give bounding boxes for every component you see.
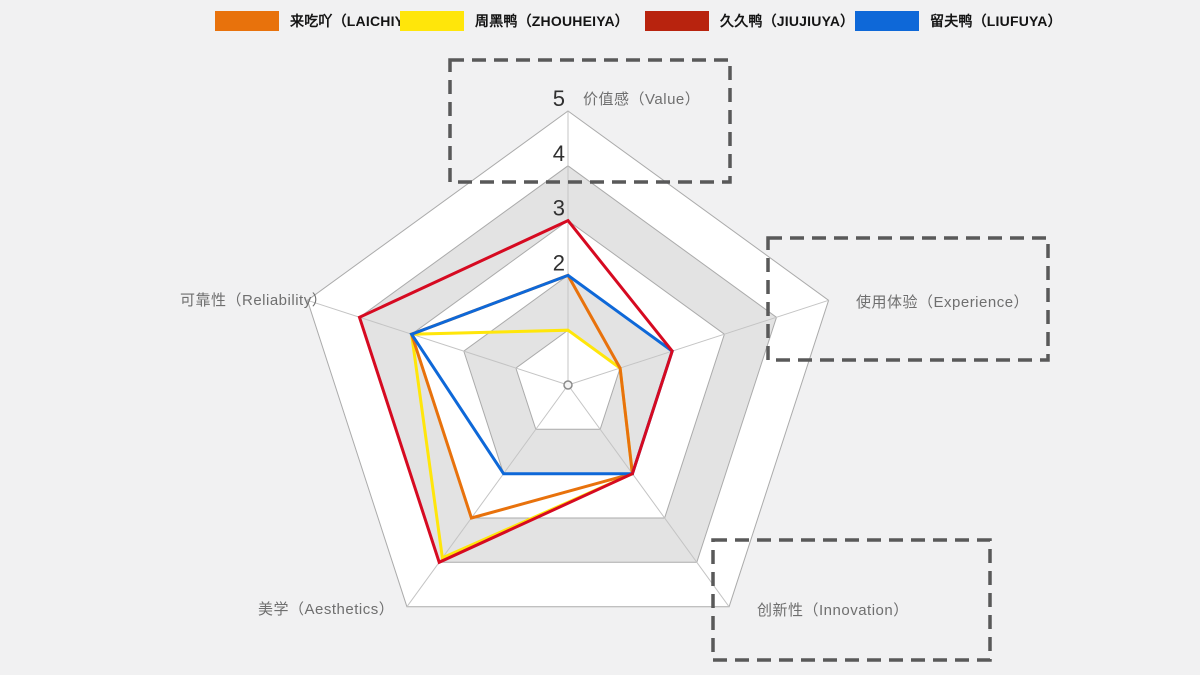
legend-item-liufuya: 留夫鸭（LIUFUYA）	[855, 11, 1062, 31]
axis-label-experience: 使用体验（Experience）	[856, 294, 1030, 311]
tick-label-4: 4	[553, 141, 565, 166]
legend-label-zhouheiya: 周黑鸭（ZHOUHEIYA）	[475, 13, 629, 29]
legend-swatch-zhouheiya	[400, 11, 464, 31]
legend-label-liufuya: 留夫鸭（LIUFUYA）	[930, 13, 1062, 29]
tick-label-2: 2	[553, 250, 565, 275]
legend-swatch-liufuya	[855, 11, 919, 31]
legend-item-zhouheiya: 周黑鸭（ZHOUHEIYA）	[400, 11, 629, 31]
spoke-line-reliability	[307, 299, 569, 386]
legend-item-jiujiuya: 久久鸭（JIUJIUYA）	[645, 11, 854, 31]
spoke-line-experience	[567, 299, 829, 386]
highlight-box-2	[711, 538, 992, 662]
axis-label-reliability: 可靠性（Reliability）	[180, 292, 328, 309]
axis-label-value: 价值感（Value）	[583, 91, 701, 108]
legend-label-jiujiuya: 久久鸭（JIUJIUYA）	[720, 13, 855, 29]
axis-label-innovation: 创新性（Innovation）	[757, 602, 909, 619]
series-polygon-jiujiuya	[357, 218, 674, 565]
axis-label-aesthetics: 美学（Aesthetics）	[258, 601, 395, 618]
center-dot	[563, 380, 573, 390]
series-polygon-liufuya	[409, 273, 674, 476]
legend-swatch-jiujiuya	[645, 11, 709, 31]
spoke-line-innovation	[567, 384, 730, 607]
tick-label-3: 3	[553, 196, 565, 221]
legend-item-laichiya: 来吃吖（LAICHIYA）	[215, 11, 427, 31]
highlight-box-1	[766, 236, 1050, 362]
spoke-line-aesthetics	[406, 384, 569, 607]
legend-swatch-laichiya	[215, 11, 279, 31]
highlight-box-0	[448, 58, 732, 184]
tick-label-5: 5	[553, 86, 565, 111]
legend: 来吃吖（LAICHIYA） 周黑鸭（ZHOUHEIYA） 久久鸭（JIUJIUY…	[0, 0, 1200, 44]
legend-label-laichiya: 来吃吖（LAICHIYA）	[290, 13, 428, 29]
